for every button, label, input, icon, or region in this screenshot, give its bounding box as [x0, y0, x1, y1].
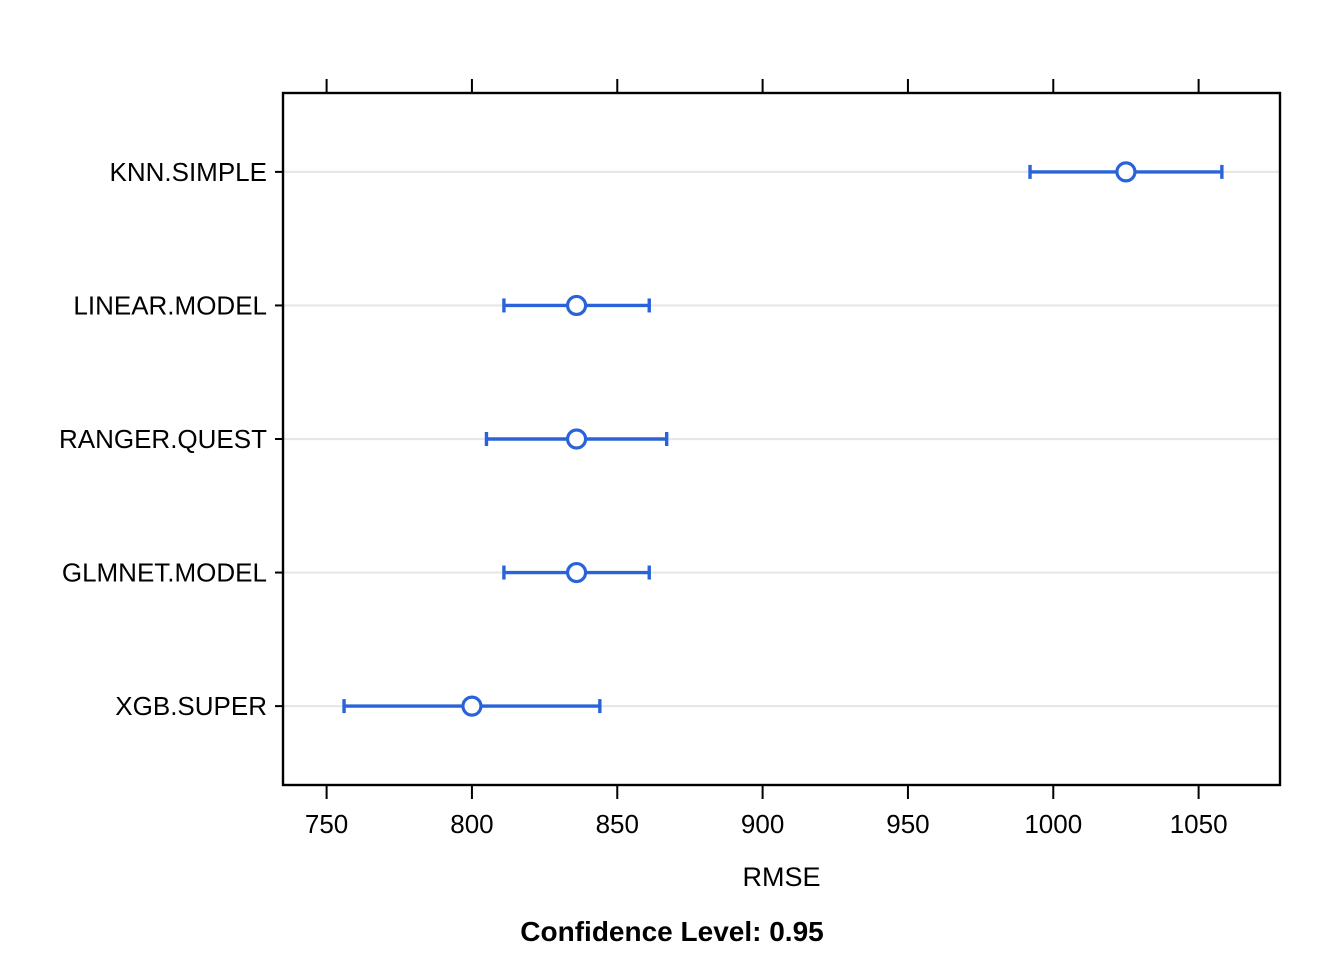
x-axis-tick-label: 800: [450, 809, 493, 839]
confidence-level-caption: Confidence Level: 0.95: [520, 916, 824, 947]
x-axis-title: RMSE: [742, 862, 821, 892]
x-axis-tick-label: 900: [741, 809, 784, 839]
row-label: KNN.SIMPLE: [110, 157, 268, 187]
row-label: LINEAR.MODEL: [73, 290, 267, 320]
ci-estimate-circle: [461, 695, 483, 717]
ci-estimate-circle: [1115, 161, 1137, 183]
row-label: XGB.SUPER: [115, 691, 267, 721]
x-axis-tick-label: 1000: [1024, 809, 1082, 839]
ci-estimate-circle: [565, 294, 588, 317]
x-axis-tick-label: 1050: [1170, 809, 1228, 839]
ci-estimate-circle: [565, 428, 588, 450]
x-axis-tick-label: 750: [305, 809, 348, 839]
x-axis-tick-label: 850: [596, 809, 639, 839]
row-label: RANGER.QUEST: [59, 424, 267, 454]
x-axis-tick-label: 950: [886, 809, 929, 839]
row-label: GLMNET.MODEL: [62, 558, 267, 588]
ci-estimate-circle: [565, 561, 588, 584]
